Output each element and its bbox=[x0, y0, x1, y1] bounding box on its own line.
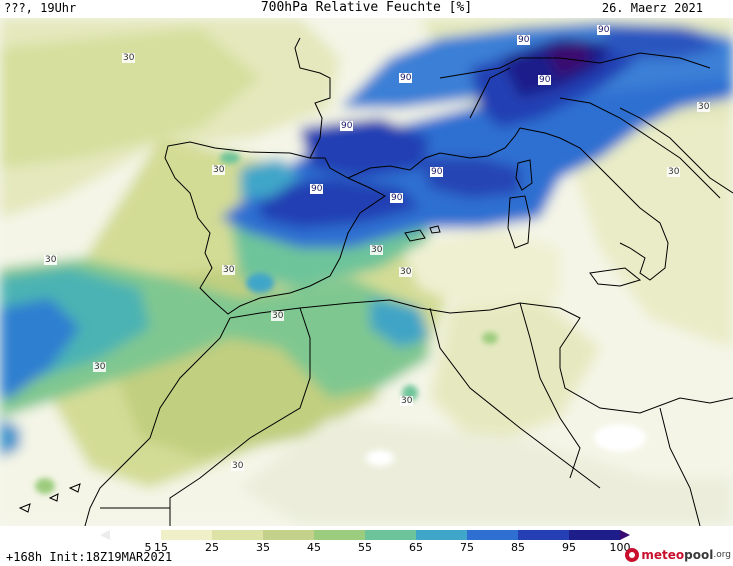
colorbar-cell bbox=[110, 530, 162, 540]
map-canvas bbox=[0, 18, 733, 526]
contour-label: 90 bbox=[517, 35, 531, 45]
colorbar-cell bbox=[314, 530, 366, 540]
colorbar-tick-label: 35 bbox=[256, 541, 270, 554]
colorbar-cell bbox=[263, 530, 315, 540]
valid-time: ???, 19Uhr bbox=[4, 1, 77, 15]
colorbar-tick-label: 65 bbox=[409, 541, 423, 554]
brand-pool: pool bbox=[684, 548, 714, 562]
colorbar-end-arrow bbox=[620, 530, 630, 540]
header: ???, 19Uhr 700hPa Relative Feuchte [%] 2… bbox=[0, 0, 733, 18]
contour-label: 90 bbox=[390, 193, 404, 203]
colorbar-cell bbox=[212, 530, 264, 540]
contour-label: 30 bbox=[231, 461, 245, 471]
contour-label: 30 bbox=[400, 396, 414, 406]
contour-label: 90 bbox=[597, 25, 611, 35]
legend: 5 15 25 35 45 55 65 75 85 95 100 +168h Init:18Z19M… bbox=[0, 526, 733, 566]
colorbar bbox=[100, 530, 630, 540]
contour-label: 90 bbox=[310, 184, 324, 194]
brand-org: .org bbox=[713, 550, 731, 560]
colorbar-cell bbox=[161, 530, 213, 540]
colorbar-tick-label: 45 bbox=[307, 541, 321, 554]
contour-label: 90 bbox=[340, 121, 354, 131]
colorbar-tick-label: 55 bbox=[358, 541, 372, 554]
coastlines bbox=[18, 37, 733, 526]
meteopool-logo-icon bbox=[625, 548, 640, 562]
init-info: +168h Init:18Z19MAR2021 bbox=[6, 550, 173, 564]
contour-label: 30 bbox=[399, 267, 413, 277]
humidity-map: 30 30 30 30 30 30 30 30 30 30 30 30 90 9… bbox=[0, 18, 733, 526]
contour-label: 30 bbox=[44, 255, 58, 265]
contour-label: 30 bbox=[697, 102, 711, 112]
contour-label: 30 bbox=[222, 265, 236, 275]
colorbar-tick-label: 15 bbox=[154, 541, 168, 554]
humidity-field bbox=[0, 18, 733, 526]
colorbar-cell bbox=[569, 530, 621, 540]
map-title: 700hPa Relative Feuchte [%] bbox=[260, 0, 473, 15]
contour-label: 90 bbox=[430, 167, 444, 177]
contour-label: 30 bbox=[667, 167, 681, 177]
colorbar-cell bbox=[518, 530, 570, 540]
contour-label: 30 bbox=[212, 165, 226, 175]
colorbar-cell bbox=[467, 530, 519, 540]
colorbar-cell bbox=[365, 530, 417, 540]
contour-label: 90 bbox=[538, 75, 552, 85]
brand-meteo: meteo bbox=[641, 548, 685, 562]
colorbar-start-arrow bbox=[100, 530, 110, 540]
brand-logo[interactable]: meteo pool .org bbox=[625, 548, 731, 562]
colorbar-tick-label: 95 bbox=[562, 541, 576, 554]
contour-label: 30 bbox=[93, 362, 107, 372]
colorbar-tick-label: 5 bbox=[144, 541, 152, 554]
colorbar-tick-label: 25 bbox=[205, 541, 219, 554]
forecast-date: 26. Maerz 2021 bbox=[601, 1, 703, 15]
colorbar-tick-label: 100 bbox=[609, 541, 631, 554]
colorbar-tick-label: 75 bbox=[460, 541, 474, 554]
contour-label: 30 bbox=[370, 245, 384, 255]
contour-label: 30 bbox=[271, 311, 285, 321]
contour-label: 90 bbox=[399, 73, 413, 83]
colorbar-tick-label: 85 bbox=[511, 541, 525, 554]
colorbar-cell bbox=[416, 530, 468, 540]
colorbar-cells bbox=[110, 530, 621, 540]
contour-label: 30 bbox=[122, 53, 136, 63]
